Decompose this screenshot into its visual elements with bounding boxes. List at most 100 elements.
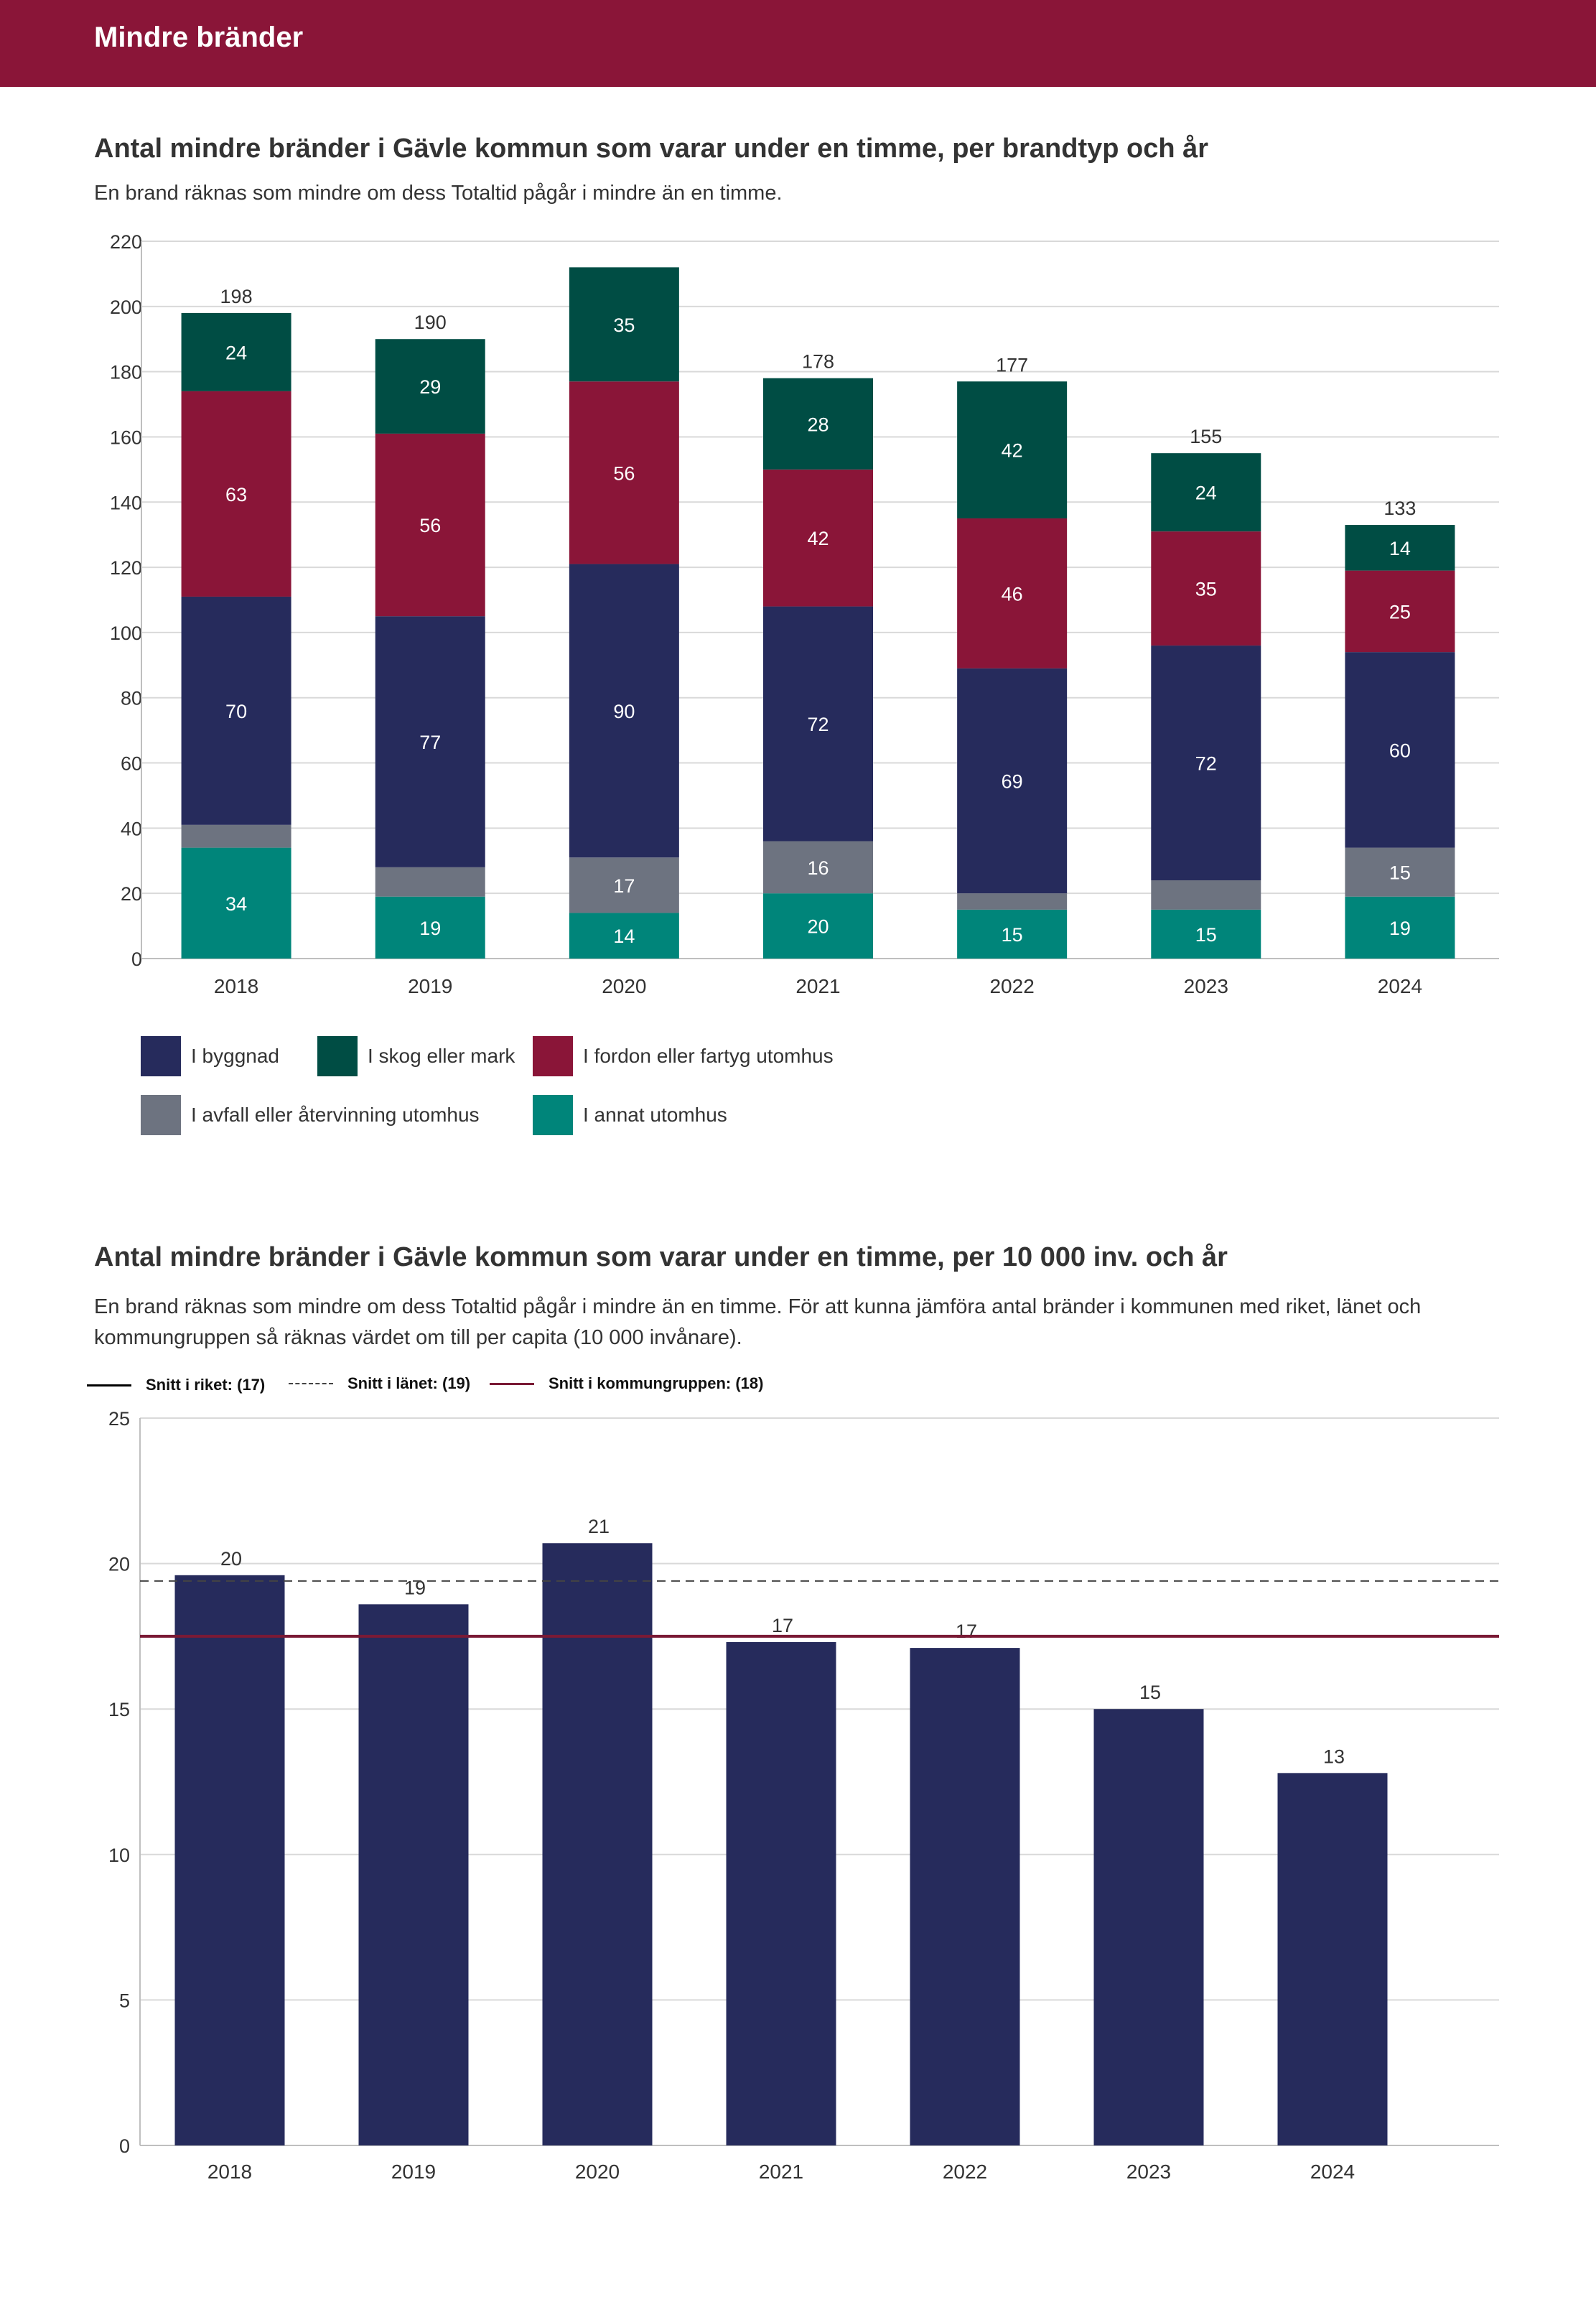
x-tick-label: 2018 bbox=[214, 975, 258, 997]
y-tick-label: 40 bbox=[121, 818, 142, 839]
x-tick-label: 2023 bbox=[1184, 975, 1228, 997]
y-tick-label: 10 bbox=[108, 1845, 130, 1866]
bar-segment bbox=[957, 909, 1068, 959]
chart2-subtitle: En brand räknas som mindre om dess Total… bbox=[94, 1295, 1422, 1349]
chart1-stacked-bar-chart: 0 20 40 60 80 100 120 140 160 180 200 220 34 70 63 24 19… bbox=[110, 231, 1499, 997]
bar-segment bbox=[957, 668, 1068, 894]
x-tick-label: 2024 bbox=[1378, 975, 1422, 997]
y-tick-label: 200 bbox=[110, 297, 142, 318]
bar-value-label: 15 bbox=[1139, 1682, 1161, 1703]
bar-segment bbox=[1151, 880, 1261, 910]
legend-swatch bbox=[141, 1095, 181, 1135]
bar-segment bbox=[181, 847, 291, 959]
bar bbox=[1093, 1709, 1204, 2145]
bar-segment bbox=[375, 867, 485, 897]
total-value-label: 133 bbox=[1383, 498, 1416, 519]
bar bbox=[726, 1642, 836, 2145]
bar-value-label: 13 bbox=[1323, 1746, 1345, 1767]
segment-value-label: 20 bbox=[807, 916, 829, 938]
bar-segment bbox=[1151, 646, 1261, 881]
bar-segment bbox=[763, 606, 873, 842]
segment-value-label: 17 bbox=[613, 875, 635, 897]
bar-segment bbox=[375, 616, 485, 867]
legend-item: I fordon eller fartyg utomhus bbox=[533, 1036, 834, 1076]
bar-segment bbox=[569, 267, 679, 382]
bar-segment bbox=[569, 857, 679, 913]
bar-value-label: 19 bbox=[404, 1577, 426, 1598]
x-tick-label: 2018 bbox=[207, 2161, 252, 2183]
legend-line-sample bbox=[87, 1384, 131, 1386]
x-tick-label: 2023 bbox=[1126, 2161, 1171, 2183]
segment-value-label: 34 bbox=[225, 893, 247, 915]
bar-segment bbox=[375, 433, 485, 617]
legend-label: I avfall eller återvinning utomhus bbox=[191, 1104, 480, 1126]
bar-segment bbox=[569, 913, 679, 959]
reference-line-legend-item: Snitt i kommungruppen: (18) bbox=[490, 1374, 763, 1393]
bar-segment bbox=[375, 339, 485, 434]
segment-value-label: 56 bbox=[613, 462, 635, 484]
segment-value-label: 14 bbox=[1389, 538, 1411, 559]
segment-value-label: 69 bbox=[1002, 771, 1023, 793]
legend-label: Snitt i kommungruppen: (18) bbox=[549, 1374, 764, 1392]
reference-line-legend-item: Snitt i länet: (19) bbox=[289, 1374, 470, 1393]
bar-segment bbox=[763, 378, 873, 470]
segment-value-label: 42 bbox=[1002, 440, 1023, 462]
legend-item: I skog eller mark bbox=[317, 1036, 515, 1076]
y-tick-label: 160 bbox=[110, 427, 142, 448]
total-value-label: 198 bbox=[220, 286, 253, 307]
page-header: Mindre bränder bbox=[0, 0, 1596, 87]
legend-item: I avfall eller återvinning utomhus bbox=[141, 1095, 480, 1135]
legend-label: I byggnad bbox=[191, 1045, 279, 1067]
bar-segment bbox=[1151, 909, 1261, 959]
segment-value-label: 28 bbox=[807, 414, 829, 435]
page-title: Mindre bränder bbox=[94, 22, 304, 53]
bar-segment bbox=[763, 469, 873, 607]
y-tick-label: 140 bbox=[110, 492, 142, 513]
bar-segment bbox=[957, 893, 1068, 910]
total-value-label: 155 bbox=[1190, 426, 1222, 447]
total-value-label: 177 bbox=[996, 354, 1028, 376]
segment-value-label: 60 bbox=[1389, 740, 1411, 761]
y-tick-label: 20 bbox=[121, 883, 142, 905]
segment-value-label: 35 bbox=[613, 314, 635, 336]
segment-value-label: 24 bbox=[225, 342, 247, 363]
y-tick-label: 20 bbox=[108, 1554, 130, 1575]
bar-segment bbox=[763, 893, 873, 959]
y-tick-label: 15 bbox=[108, 1699, 130, 1720]
bar-segment bbox=[763, 841, 873, 894]
x-tick-label: 2024 bbox=[1310, 2161, 1355, 2183]
y-tick-label: 5 bbox=[119, 1990, 130, 2011]
bar-segment bbox=[375, 896, 485, 959]
y-tick-label: 0 bbox=[119, 2135, 130, 2157]
y-tick-label: 100 bbox=[110, 623, 142, 644]
bar-value-label: 20 bbox=[220, 1548, 242, 1570]
legend-swatch bbox=[317, 1036, 358, 1076]
segment-value-label: 29 bbox=[419, 376, 441, 398]
segment-value-label: 15 bbox=[1389, 862, 1411, 884]
legend-swatch bbox=[141, 1036, 181, 1076]
bar-segment bbox=[1345, 525, 1455, 571]
y-tick-label: 60 bbox=[121, 753, 142, 775]
chart1-title: Antal mindre bränder i Gävle kommun som … bbox=[94, 134, 1209, 164]
segment-value-label: 16 bbox=[807, 857, 829, 879]
y-tick-label: 25 bbox=[108, 1408, 130, 1430]
segment-value-label: 25 bbox=[1389, 601, 1411, 623]
total-value-label: 178 bbox=[802, 351, 834, 373]
segment-value-label: 72 bbox=[807, 714, 829, 735]
x-tick-label: 2022 bbox=[943, 2161, 987, 2183]
x-tick-label: 2021 bbox=[759, 2161, 803, 2183]
total-value-label: 190 bbox=[414, 312, 447, 333]
bar-segment bbox=[181, 596, 291, 825]
reference-line-legend-item: Snitt i riket: (17) bbox=[87, 1376, 265, 1394]
y-tick-label: 220 bbox=[110, 231, 142, 253]
legend-line-sample bbox=[490, 1382, 534, 1385]
bar bbox=[1277, 1773, 1388, 2145]
x-tick-label: 2020 bbox=[575, 2161, 620, 2183]
segment-value-label: 42 bbox=[807, 528, 829, 549]
bar-segment bbox=[181, 824, 291, 848]
bar bbox=[358, 1604, 469, 2145]
segment-value-label: 24 bbox=[1195, 483, 1217, 504]
x-tick-label: 2019 bbox=[391, 2161, 436, 2183]
x-tick-label: 2022 bbox=[989, 975, 1034, 997]
